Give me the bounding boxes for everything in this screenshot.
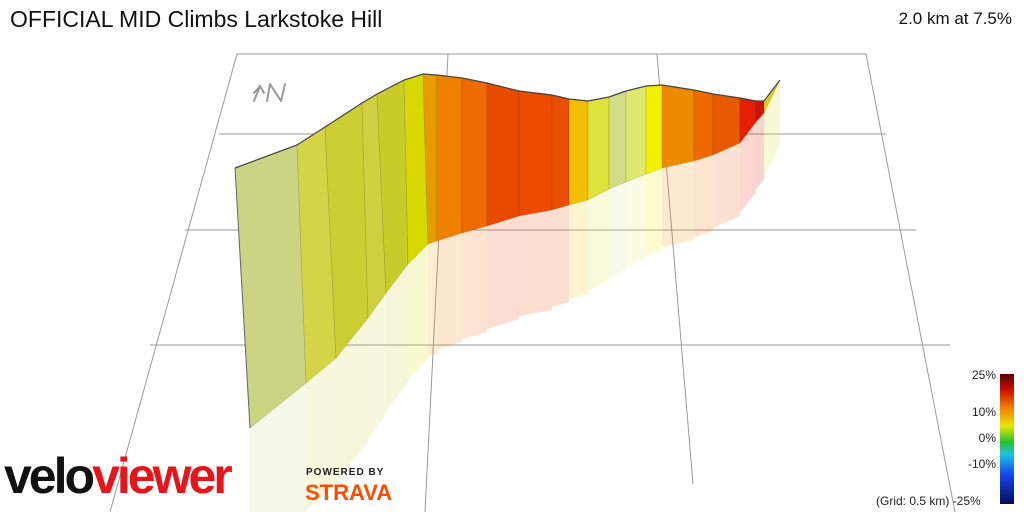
profile-segment (551, 94, 570, 211)
grade-label-minus10: -10% (967, 457, 996, 471)
profile-segment (568, 98, 589, 206)
grade-color-scale (1000, 374, 1014, 504)
profile-segment (661, 84, 695, 169)
strava-logo: STRAVA (305, 480, 393, 505)
profile-shadow-segment (408, 244, 428, 379)
profile-shadow-segment (386, 264, 408, 411)
veloviewer-logo: veloviewer (4, 446, 233, 506)
profile-segment (461, 77, 488, 234)
logo-velo-text: velo (4, 448, 95, 504)
profile-top-outline (234, 73, 781, 169)
grade-label-25: 25% (971, 368, 996, 382)
profile-shadow-segment (462, 226, 487, 339)
profile-shadow-segment (662, 161, 694, 247)
profile-shadow-segment (552, 205, 569, 307)
profile-shadow-segment (756, 113, 764, 189)
profile-shadow-segment (368, 293, 386, 439)
grid-note-text: (Grid: 0.5 km) (876, 494, 950, 508)
profile-segment (486, 82, 520, 227)
powered-by-label: POWERED BY (306, 467, 385, 478)
climb-stats: 2.0 km at 7.5% (898, 9, 1012, 28)
grade-label-0: 0% (978, 431, 996, 445)
profile-shadow-segment (609, 182, 626, 277)
profile-shadow-segment (694, 155, 713, 237)
profile-shadow-segment (569, 200, 588, 299)
profile-segment (625, 85, 647, 183)
grid-outline-right (237, 53, 956, 512)
profile-segment (234, 144, 307, 429)
profile-segment (587, 96, 610, 201)
grade-label-10: 10% (971, 405, 996, 419)
elevation-profile-wall (234, 73, 781, 429)
profile-shadow-segment (336, 318, 368, 482)
profile-left-edge (234, 167, 251, 429)
profile-shadow-segment (626, 174, 646, 267)
profile-shadow-segment (764, 80, 780, 177)
profile-shadow-segment (646, 168, 662, 256)
profile-segment (436, 74, 463, 242)
profile-shadow-segment (487, 216, 519, 329)
profile-segment (608, 90, 627, 190)
profile-shadow-segment (306, 358, 336, 510)
profile-shadow-segment (713, 143, 740, 228)
profile-shadow-segment (519, 210, 552, 316)
profile-segment (518, 90, 553, 217)
profile-shadow-segment (437, 233, 462, 350)
grid-outline-left (109, 53, 238, 512)
profile-shadow (250, 80, 780, 512)
profile-segment (693, 89, 714, 162)
profile-segment (645, 84, 663, 175)
grid-scale-note: (Grid: 0.5 km) -25% (876, 494, 981, 508)
profile-shadow-segment (588, 189, 609, 291)
north-arrow-icon (253, 83, 286, 102)
grade-label-minus25: -25% (952, 494, 981, 508)
profile-shadow-segment (428, 241, 437, 356)
page-title: OFFICIAL MID Climbs Larkstoke Hill (10, 6, 383, 32)
logo-viewer-text: viewer (92, 448, 233, 504)
profile-shadow-segment (740, 122, 756, 213)
profile-shadow-segment (250, 383, 306, 512)
